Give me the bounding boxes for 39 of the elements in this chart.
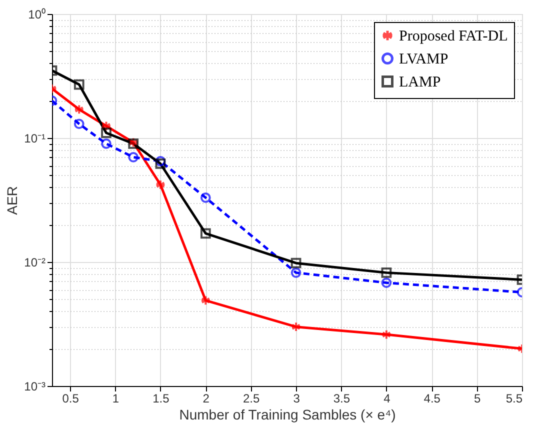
x-tick-label: 3.5: [333, 392, 350, 406]
point: [200, 192, 211, 203]
point: [290, 258, 302, 268]
point: [101, 138, 112, 149]
x-tick-label: 5: [474, 392, 481, 406]
legend-label: LVAMP: [399, 52, 448, 68]
x-tick-label: 3: [293, 392, 300, 406]
point: [155, 156, 166, 166]
x-tick-label: 1.5: [152, 392, 170, 406]
point: [381, 329, 392, 340]
point: [200, 295, 211, 306]
x-axis-title: Number of Training Sambles (× e⁴): [179, 406, 396, 422]
x-tick-label: 5.5: [506, 392, 523, 406]
point: [101, 128, 112, 138]
point: [155, 180, 166, 190]
legend-label: LAMP: [399, 74, 441, 90]
legend-label: Proposed FAT-DL: [399, 28, 508, 44]
point: [200, 228, 211, 239]
y-tick-label: 10⁻²: [24, 256, 46, 270]
point: [290, 268, 302, 278]
x-tick-label: 2.5: [243, 392, 260, 406]
point: [74, 118, 84, 130]
y-tick-label: 10⁻¹: [24, 132, 46, 146]
point: [155, 158, 166, 169]
y-axis-title: AER: [4, 186, 20, 215]
point: [290, 322, 302, 332]
y-tick-label: 10⁰: [28, 8, 46, 22]
point: [74, 104, 84, 115]
point: [74, 79, 84, 90]
point: [381, 268, 392, 278]
point: [101, 120, 112, 132]
x-tick-label: 1: [112, 392, 120, 406]
point: [381, 278, 392, 288]
x-tick-label: 4: [384, 392, 391, 406]
y-tick-label: 10⁻³: [24, 380, 46, 394]
point: [128, 152, 139, 162]
x-tick-label: 4.5: [424, 392, 441, 406]
x-tick-label: 2: [202, 392, 210, 406]
x-tick-label: 0.5: [62, 392, 80, 406]
